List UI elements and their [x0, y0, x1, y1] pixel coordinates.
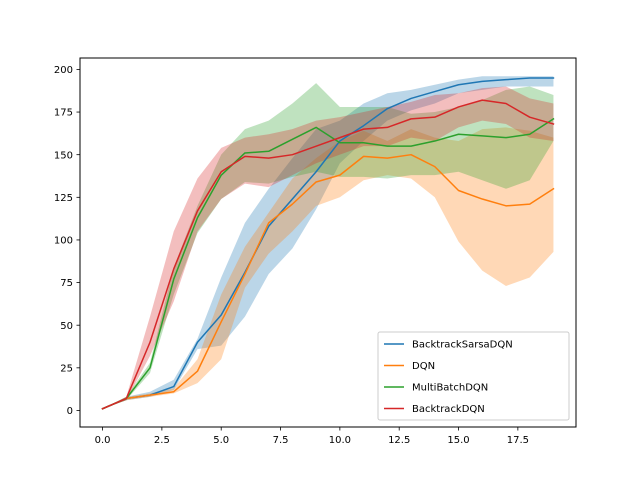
x-tick-label: 12.5	[388, 435, 410, 446]
x-tick-label: 10.0	[329, 435, 351, 446]
y-tick-label: 150	[54, 150, 73, 161]
y-axis: 0 25 50 75 100 125 150 175 200	[54, 65, 80, 417]
line-multibatchdqn	[101, 117, 555, 410]
series-lines	[101, 77, 555, 410]
y-tick-label: 25	[60, 363, 73, 374]
y-tick-label: 0	[67, 406, 73, 417]
y-tick-label: 100	[54, 236, 73, 247]
legend-label-backtracksarsadqn: BacktrackSarsaDQN	[412, 340, 513, 351]
legend: BacktrackSarsaDQN DQN MultiBatchDQN Backtra…	[377, 331, 570, 421]
x-tick-label: 5.0	[213, 435, 229, 446]
x-axis: 0.0 2.5 5.0 7.5 10.0 12.5 15.0 17.5	[95, 427, 529, 446]
x-tick-label: 0.0	[95, 435, 111, 446]
x-tick-label: 17.5	[507, 435, 529, 446]
line-dqn	[101, 153, 555, 410]
legend-label-multibatchdqn: MultiBatchDQN	[412, 383, 488, 394]
y-tick-label: 125	[54, 193, 73, 204]
confidence-bands	[102, 76, 554, 409]
axes-frame	[79, 57, 577, 428]
legend-box	[377, 331, 570, 421]
x-tick-label: 15.0	[447, 435, 469, 446]
band-dqn	[102, 127, 554, 409]
x-tick-label: 7.5	[273, 435, 289, 446]
legend-label-dqn: DQN	[412, 361, 435, 372]
line-backtrackdqn	[101, 99, 555, 410]
y-tick-label: 75	[60, 278, 73, 289]
band-backtrackdqn	[102, 86, 554, 409]
y-tick-label: 50	[60, 321, 73, 332]
y-tick-label: 175	[54, 108, 73, 119]
y-tick-label: 200	[54, 65, 73, 76]
x-tick-label: 2.5	[154, 435, 170, 446]
band-multibatchdqn	[102, 83, 554, 409]
legend-label-backtrackdqn: BacktrackDQN	[412, 404, 485, 415]
line-backtracksarsadqn	[101, 77, 555, 410]
band-backtracksarsadqn	[102, 76, 554, 409]
